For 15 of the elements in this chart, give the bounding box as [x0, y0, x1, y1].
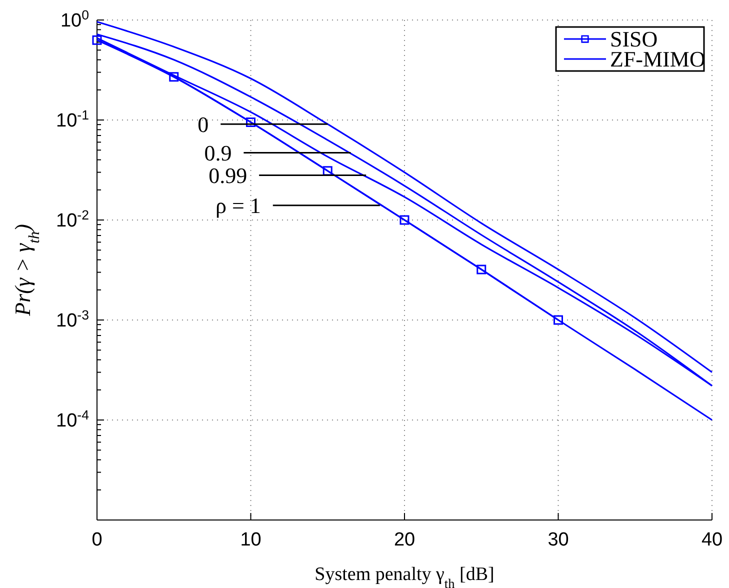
annotation: 0.99: [208, 162, 248, 188]
x-tick-label: 20: [394, 529, 416, 550]
x-tick-label: 40: [701, 529, 723, 550]
y-tick-label: 10$^{-2}$: [56, 207, 89, 232]
x-tick-label: 30: [548, 529, 569, 550]
x-axis-title: System penalty γ$_{th}$ [dB]: [314, 564, 494, 588]
x-tick-label: 10: [240, 529, 262, 550]
y-tick-label: 10$^{0}$: [60, 7, 89, 32]
x-tick-label: 0: [92, 529, 102, 550]
y-tick-label: 10$^{-3}$: [56, 307, 89, 332]
annotation: 0.9: [204, 140, 232, 166]
annotation: ρ = 1: [216, 193, 261, 218]
y-tick-label: 10$^{-1}$: [56, 107, 89, 132]
y-tick-label: 10$^{-4}$: [56, 407, 89, 432]
annotation: 0: [198, 112, 209, 137]
